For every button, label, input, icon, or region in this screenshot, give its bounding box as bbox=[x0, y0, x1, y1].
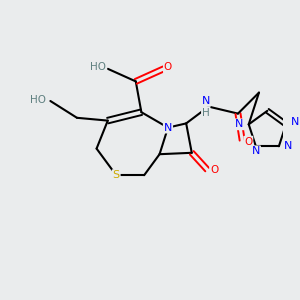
Text: O: O bbox=[210, 165, 218, 175]
Text: N: N bbox=[164, 123, 172, 133]
Text: HO: HO bbox=[30, 94, 46, 105]
Text: O: O bbox=[164, 62, 172, 72]
Text: N: N bbox=[284, 141, 292, 151]
Text: HO: HO bbox=[90, 62, 106, 72]
Text: N: N bbox=[291, 117, 299, 127]
Text: H: H bbox=[202, 108, 210, 118]
Text: O: O bbox=[244, 136, 253, 147]
Text: N: N bbox=[235, 119, 244, 129]
Text: N: N bbox=[202, 96, 210, 106]
Text: N: N bbox=[252, 146, 260, 156]
Text: S: S bbox=[112, 170, 120, 180]
